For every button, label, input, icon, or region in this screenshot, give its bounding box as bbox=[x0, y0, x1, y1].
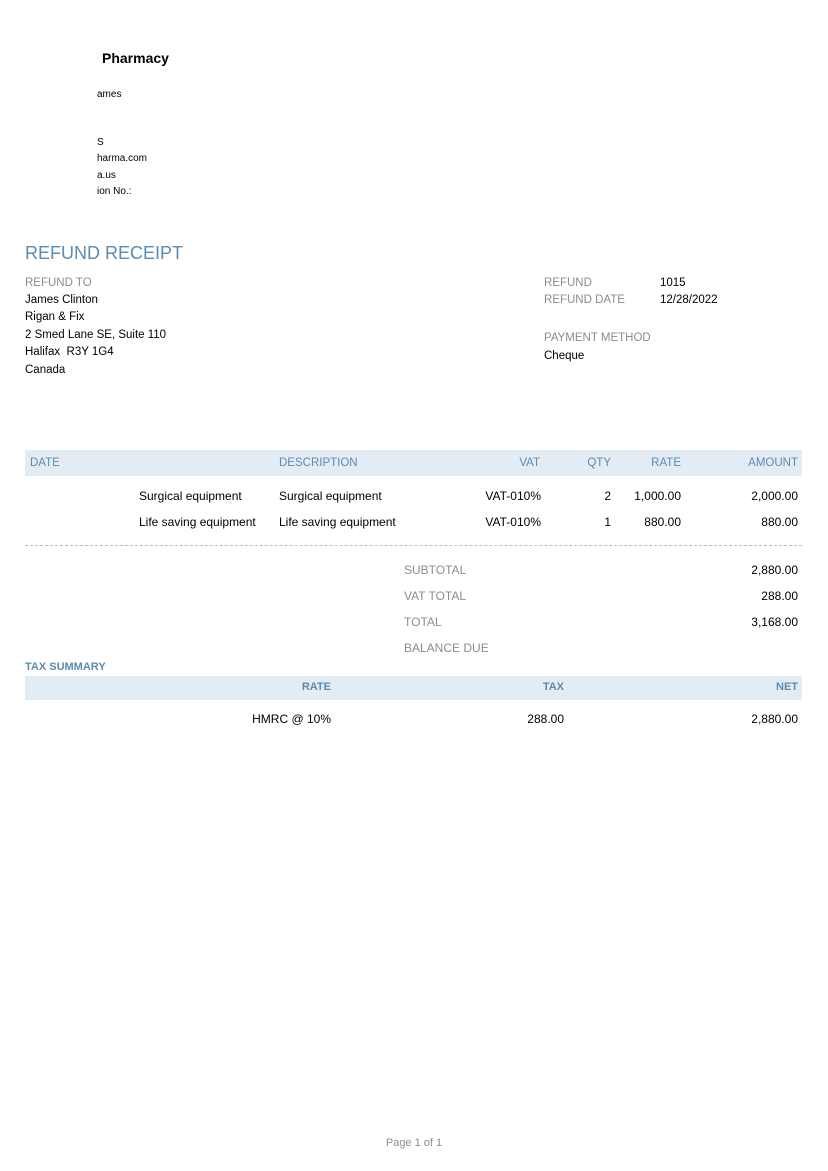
refund-date-value: 12/28/2022 bbox=[660, 294, 718, 306]
refund-to-name: James Clinton bbox=[25, 294, 98, 306]
tax-net: 2,880.00 bbox=[751, 712, 798, 726]
tax-summary-title: TAX SUMMARY bbox=[25, 661, 106, 673]
column-header-date: DATE bbox=[30, 457, 60, 469]
refund-number-value: 1015 bbox=[660, 277, 686, 289]
column-header-description: DESCRIPTION bbox=[279, 457, 358, 469]
column-header-amount: AMOUNT bbox=[748, 457, 798, 469]
tax-column-net: NET bbox=[776, 681, 798, 693]
item-qty: 2 bbox=[604, 489, 611, 503]
tax-rate: HMRC @ 10% bbox=[252, 712, 331, 726]
item-rate: 880.00 bbox=[644, 515, 681, 529]
item-description: Life saving equipment bbox=[279, 515, 396, 529]
item-vat: VAT-010% bbox=[485, 515, 541, 529]
company-phone-line: S bbox=[97, 137, 104, 148]
company-address-line: ames bbox=[97, 89, 122, 100]
item-name: Life saving equipment bbox=[139, 515, 256, 529]
vat-total-value: 288.00 bbox=[761, 589, 798, 603]
tax-amount: 288.00 bbox=[527, 712, 564, 726]
item-amount: 880.00 bbox=[761, 515, 798, 529]
item-rate: 1,000.00 bbox=[634, 489, 681, 503]
item-description: Surgical equipment bbox=[279, 489, 382, 503]
company-website-line: a.us bbox=[97, 170, 116, 181]
item-amount: 2,000.00 bbox=[751, 489, 798, 503]
items-table-header bbox=[25, 450, 802, 476]
item-name: Surgical equipment bbox=[139, 489, 242, 503]
page-number: Page 1 of 1 bbox=[385, 1137, 443, 1149]
refund-to-city: Halifax R3Y 1G4 bbox=[25, 346, 114, 358]
refund-to-company: Rigan & Fix bbox=[25, 311, 85, 323]
vat-total-label: VAT TOTAL bbox=[404, 589, 467, 603]
payment-method-value: Cheque bbox=[544, 350, 585, 362]
column-header-qty: QTY bbox=[587, 457, 611, 469]
total-value: 3,168.00 bbox=[751, 615, 798, 629]
tax-column-rate: RATE bbox=[301, 681, 331, 693]
subtotal-value: 2,880.00 bbox=[751, 563, 798, 577]
company-name: Pharmacy bbox=[102, 50, 169, 66]
item-qty: 1 bbox=[604, 515, 611, 529]
page-title: REFUND RECEIPT bbox=[25, 243, 184, 263]
tax-column-tax: TAX bbox=[542, 681, 564, 693]
company-email-line: harma.com bbox=[97, 153, 148, 164]
refund-date-label: REFUND DATE bbox=[544, 294, 625, 306]
refund-to-country: Canada bbox=[25, 364, 66, 376]
refund-to-label: REFUND TO bbox=[25, 277, 92, 289]
tax-summary-header bbox=[25, 676, 802, 700]
subtotal-label: SUBTOTAL bbox=[404, 563, 467, 577]
total-label: TOTAL bbox=[404, 615, 442, 629]
refund-to-street: 2 Smed Lane SE, Suite 110 bbox=[25, 329, 167, 341]
balance-due-label: BALANCE DUE bbox=[404, 641, 489, 655]
item-vat: VAT-010% bbox=[485, 489, 541, 503]
company-registration-line: ion No.: bbox=[97, 186, 132, 197]
items-divider bbox=[25, 545, 802, 546]
payment-method-label: PAYMENT METHOD bbox=[544, 332, 651, 344]
refund-number-label: REFUND bbox=[544, 277, 592, 289]
column-header-rate: RATE bbox=[651, 457, 681, 469]
column-header-vat: VAT bbox=[519, 457, 540, 469]
